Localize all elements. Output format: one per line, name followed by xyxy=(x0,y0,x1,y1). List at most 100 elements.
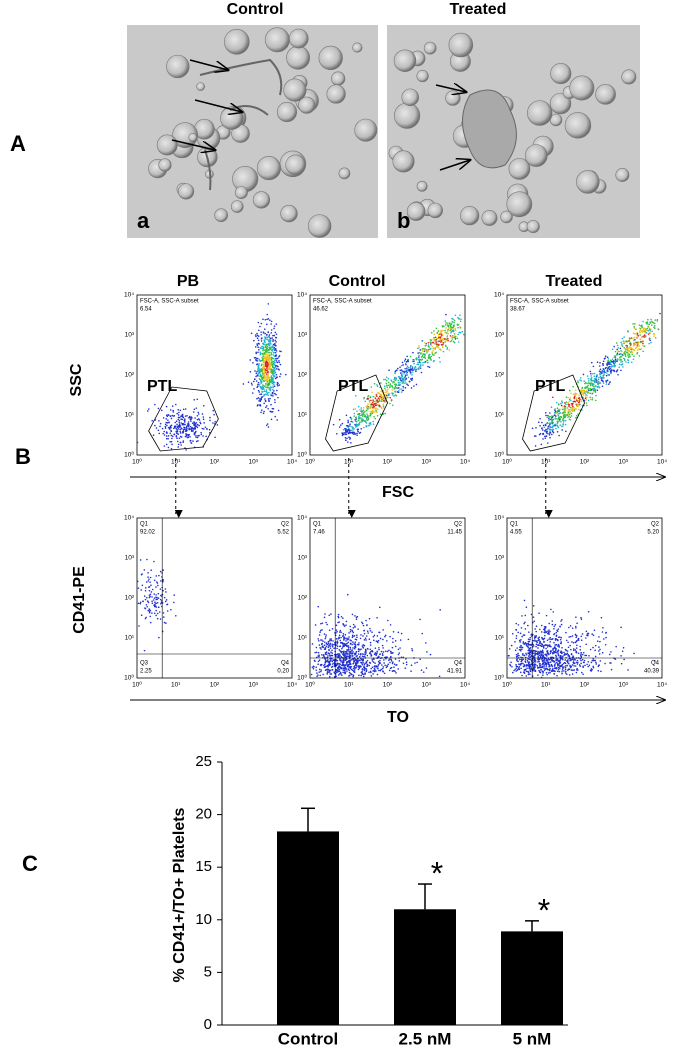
event-dot xyxy=(554,418,557,420)
cell xyxy=(481,210,498,226)
event-dot xyxy=(602,626,604,629)
event-dot xyxy=(567,654,570,656)
event-dot xyxy=(365,661,368,663)
event-dot xyxy=(602,364,604,367)
event-dot xyxy=(264,400,267,403)
event-dot xyxy=(619,359,621,361)
y-tick-label: 10¹ xyxy=(495,635,505,642)
event-dot xyxy=(257,346,259,349)
event-dot xyxy=(566,664,568,667)
event-dot xyxy=(214,436,216,439)
event-dot xyxy=(527,647,530,649)
event-dot xyxy=(611,358,614,360)
event-dot xyxy=(394,385,397,388)
panel-label: A xyxy=(10,131,26,156)
event-dot xyxy=(402,656,405,659)
event-dot xyxy=(659,312,661,315)
event-dot xyxy=(557,668,560,671)
event-dot xyxy=(395,664,398,666)
event-dot xyxy=(350,673,353,676)
event-dot xyxy=(607,361,609,364)
event-dot xyxy=(539,664,541,667)
event-dot xyxy=(149,581,151,583)
event-dot xyxy=(264,363,267,366)
event-dot xyxy=(418,361,421,363)
event-dot xyxy=(596,386,599,389)
event-dot xyxy=(270,386,273,389)
event-dot xyxy=(567,669,569,671)
event-dot xyxy=(353,635,356,637)
y-tick-label: 10³ xyxy=(125,555,135,562)
event-dot xyxy=(331,663,334,665)
event-dot xyxy=(326,643,329,646)
event-dot xyxy=(158,574,160,577)
event-dot xyxy=(400,373,403,375)
event-dot xyxy=(147,572,149,574)
event-dot xyxy=(573,665,575,667)
event-dot xyxy=(193,421,196,424)
event-dot xyxy=(460,318,462,321)
event-dot xyxy=(565,430,567,433)
event-dot xyxy=(461,330,464,333)
event-dot xyxy=(453,335,456,337)
event-dot xyxy=(548,434,551,436)
event-dot xyxy=(279,375,281,378)
event-dot xyxy=(363,632,366,635)
event-dot xyxy=(607,357,610,360)
quadrant-name: Q2 xyxy=(454,522,463,528)
event-dot xyxy=(389,383,392,385)
event-dot xyxy=(549,423,551,426)
cell xyxy=(524,144,548,167)
event-dot xyxy=(631,353,634,356)
event-dot xyxy=(389,396,391,399)
event-dot xyxy=(266,313,268,316)
event-dot xyxy=(428,353,431,356)
event-dot xyxy=(389,635,391,638)
event-dot xyxy=(374,408,377,410)
event-dot xyxy=(343,645,345,648)
event-dot xyxy=(342,659,344,662)
event-dot xyxy=(629,344,632,347)
event-dot xyxy=(354,419,356,421)
event-dot xyxy=(257,385,259,387)
event-dot xyxy=(179,435,182,438)
event-dot xyxy=(379,397,382,399)
event-dot xyxy=(386,656,388,658)
y-tick-label: 10⁴ xyxy=(124,515,134,522)
column-title: Control xyxy=(227,1,284,18)
event-dot xyxy=(140,589,142,591)
event-dot xyxy=(599,373,601,376)
event-dot xyxy=(551,620,554,622)
event-dot xyxy=(642,320,644,323)
event-dot xyxy=(268,340,270,343)
event-dot xyxy=(446,324,449,327)
event-dot xyxy=(343,642,345,645)
event-dot xyxy=(564,415,567,417)
event-dot xyxy=(160,409,163,412)
event-dot xyxy=(387,619,389,622)
event-dot xyxy=(149,615,152,618)
event-dot xyxy=(424,341,426,344)
event-dot xyxy=(439,336,442,339)
event-dot xyxy=(266,345,269,348)
event-dot xyxy=(335,675,338,677)
event-dot xyxy=(554,670,556,673)
event-dot xyxy=(555,658,558,660)
event-dot xyxy=(390,651,392,653)
y-tick-label: 10⁴ xyxy=(494,292,504,299)
event-dot xyxy=(593,389,595,391)
event-dot xyxy=(329,673,331,675)
event-dot xyxy=(376,667,379,670)
event-dot xyxy=(535,426,537,429)
event-dot xyxy=(409,378,412,380)
event-dot xyxy=(269,388,272,391)
event-dot xyxy=(360,674,362,677)
event-dot xyxy=(515,670,517,672)
event-dot xyxy=(189,439,192,442)
event-dot xyxy=(534,650,537,653)
event-dot xyxy=(354,625,356,627)
event-dot xyxy=(574,641,577,644)
event-dot xyxy=(168,427,171,429)
event-dot xyxy=(198,419,201,421)
event-dot xyxy=(435,351,437,354)
